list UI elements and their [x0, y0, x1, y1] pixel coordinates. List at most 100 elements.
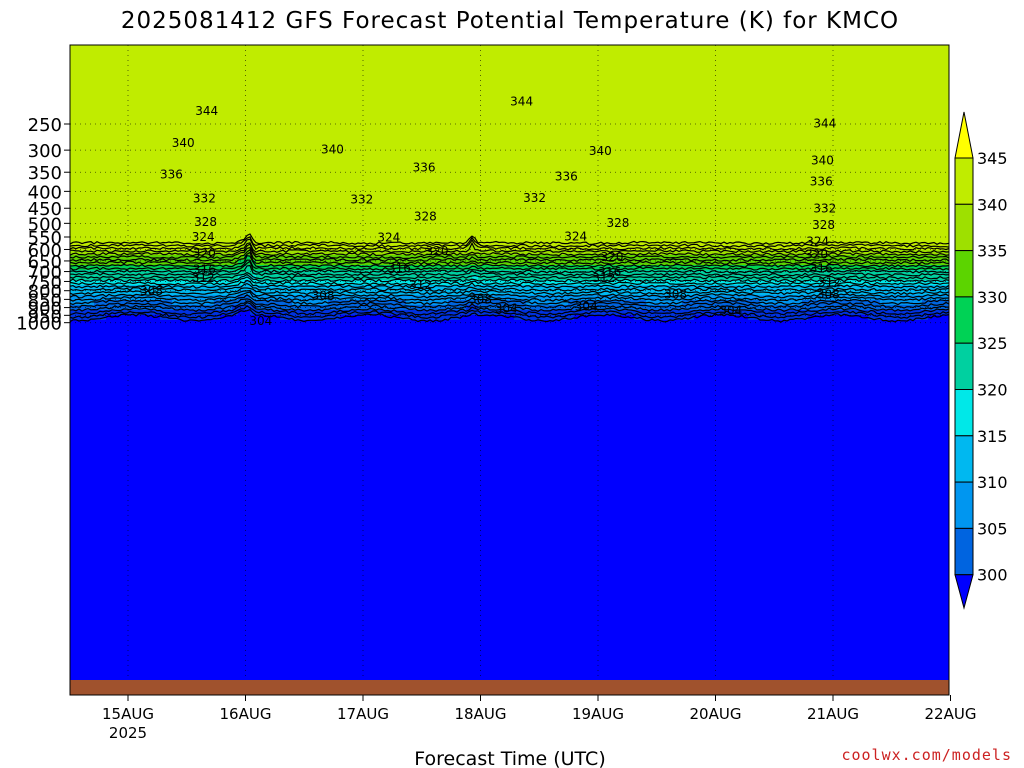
fill-cell [634, 45, 641, 251]
fill-cell [394, 310, 401, 316]
fill-cell [478, 270, 485, 281]
fill-cell [712, 45, 719, 251]
fill-cell [880, 320, 887, 695]
fill-cell [910, 280, 917, 286]
fill-cell [88, 295, 95, 306]
fill-cell [70, 320, 77, 695]
fill-cell [688, 320, 695, 695]
fill-cell [592, 265, 599, 271]
fill-cell [184, 270, 191, 281]
fill-cell [706, 280, 713, 286]
fill-cell [604, 270, 611, 281]
fill-cell [526, 45, 533, 251]
x-tick-label: 19AUG [572, 705, 624, 723]
fill-cell [190, 310, 197, 321]
fill-cell [670, 270, 677, 281]
fill-cell [472, 45, 479, 246]
fill-cell [472, 305, 479, 316]
fill-cell [940, 255, 947, 266]
fill-cell [514, 310, 521, 321]
fill-cell [826, 45, 833, 251]
fill-cell [718, 315, 725, 695]
fill-cell [790, 295, 797, 306]
isentrope-line [70, 309, 949, 323]
fill-cell [430, 285, 437, 296]
x-tick-label: 21AUG [807, 705, 859, 723]
fill-cell [466, 245, 473, 256]
fill-cell [154, 295, 161, 301]
fill-cell [550, 310, 557, 321]
fill-cell [442, 285, 449, 296]
y-tick-label: 950 [28, 306, 62, 327]
fill-cell [400, 45, 407, 251]
fill-cell [328, 45, 335, 251]
credit-text[interactable]: coolwx.com/models [841, 746, 1012, 764]
fill-cell [250, 275, 257, 286]
fill-cell [256, 250, 263, 256]
fill-cell [100, 320, 107, 695]
fill-cell [802, 255, 809, 266]
fill-cell [778, 265, 785, 271]
fill-cell [100, 270, 107, 281]
fill-cell [718, 45, 725, 251]
fill-cell [670, 320, 677, 695]
fill-cell [808, 285, 815, 296]
fill-cell [214, 45, 221, 251]
fill-cell [226, 315, 233, 695]
fill-cell [148, 270, 155, 281]
fill-cell [226, 310, 233, 316]
fill-cell [340, 255, 347, 266]
fill-cell [130, 295, 137, 301]
fill-cell [526, 320, 533, 695]
fill-cell [778, 310, 785, 321]
fill-cell [724, 285, 731, 296]
fill-cell [214, 250, 221, 256]
fill-cell [472, 265, 479, 271]
fill-cell [184, 320, 191, 695]
fill-cell [94, 45, 101, 251]
fill-cell [214, 320, 221, 695]
fill-cell [382, 45, 389, 251]
fill-cell [196, 270, 203, 281]
fill-cell [946, 45, 949, 251]
fill-cell [184, 255, 191, 266]
fill-cell [544, 320, 551, 695]
fill-cell [460, 270, 467, 281]
colorbar-segment [954, 203, 974, 252]
fill-cell [310, 285, 317, 296]
fill-cell [748, 320, 755, 695]
fill-cell [544, 250, 551, 256]
fill-cell [550, 280, 557, 286]
fill-cell [352, 285, 359, 296]
fill-cell [376, 250, 383, 256]
fill-cell [82, 270, 89, 281]
fill-cell [76, 45, 83, 251]
fill-cell [424, 270, 431, 281]
fill-cell [610, 45, 617, 251]
fill-cell [322, 45, 329, 251]
x-tick-label: 18AUG [455, 705, 507, 723]
fill-cell [868, 280, 875, 286]
fill-cell [904, 250, 911, 256]
fill-cell [100, 280, 107, 286]
fill-cell [754, 320, 761, 695]
fill-cell [460, 45, 467, 251]
fill-cell [682, 320, 689, 695]
fill-cell [448, 280, 455, 286]
fill-cell [592, 300, 599, 311]
fill-cell [370, 265, 377, 271]
isentrope-line [70, 289, 949, 299]
fill-cell [772, 270, 779, 281]
fill-cell [316, 250, 323, 256]
fill-cell [634, 310, 641, 321]
fill-cell [856, 270, 863, 281]
fill-cell [688, 280, 695, 286]
fill-cell [640, 45, 647, 251]
fill-cell [940, 265, 947, 271]
fill-cell [838, 45, 845, 251]
fill-cell [454, 320, 461, 695]
fill-cell [154, 45, 161, 251]
fill-cell [580, 280, 587, 286]
fill-cell [652, 250, 659, 256]
fill-cell [526, 265, 533, 271]
